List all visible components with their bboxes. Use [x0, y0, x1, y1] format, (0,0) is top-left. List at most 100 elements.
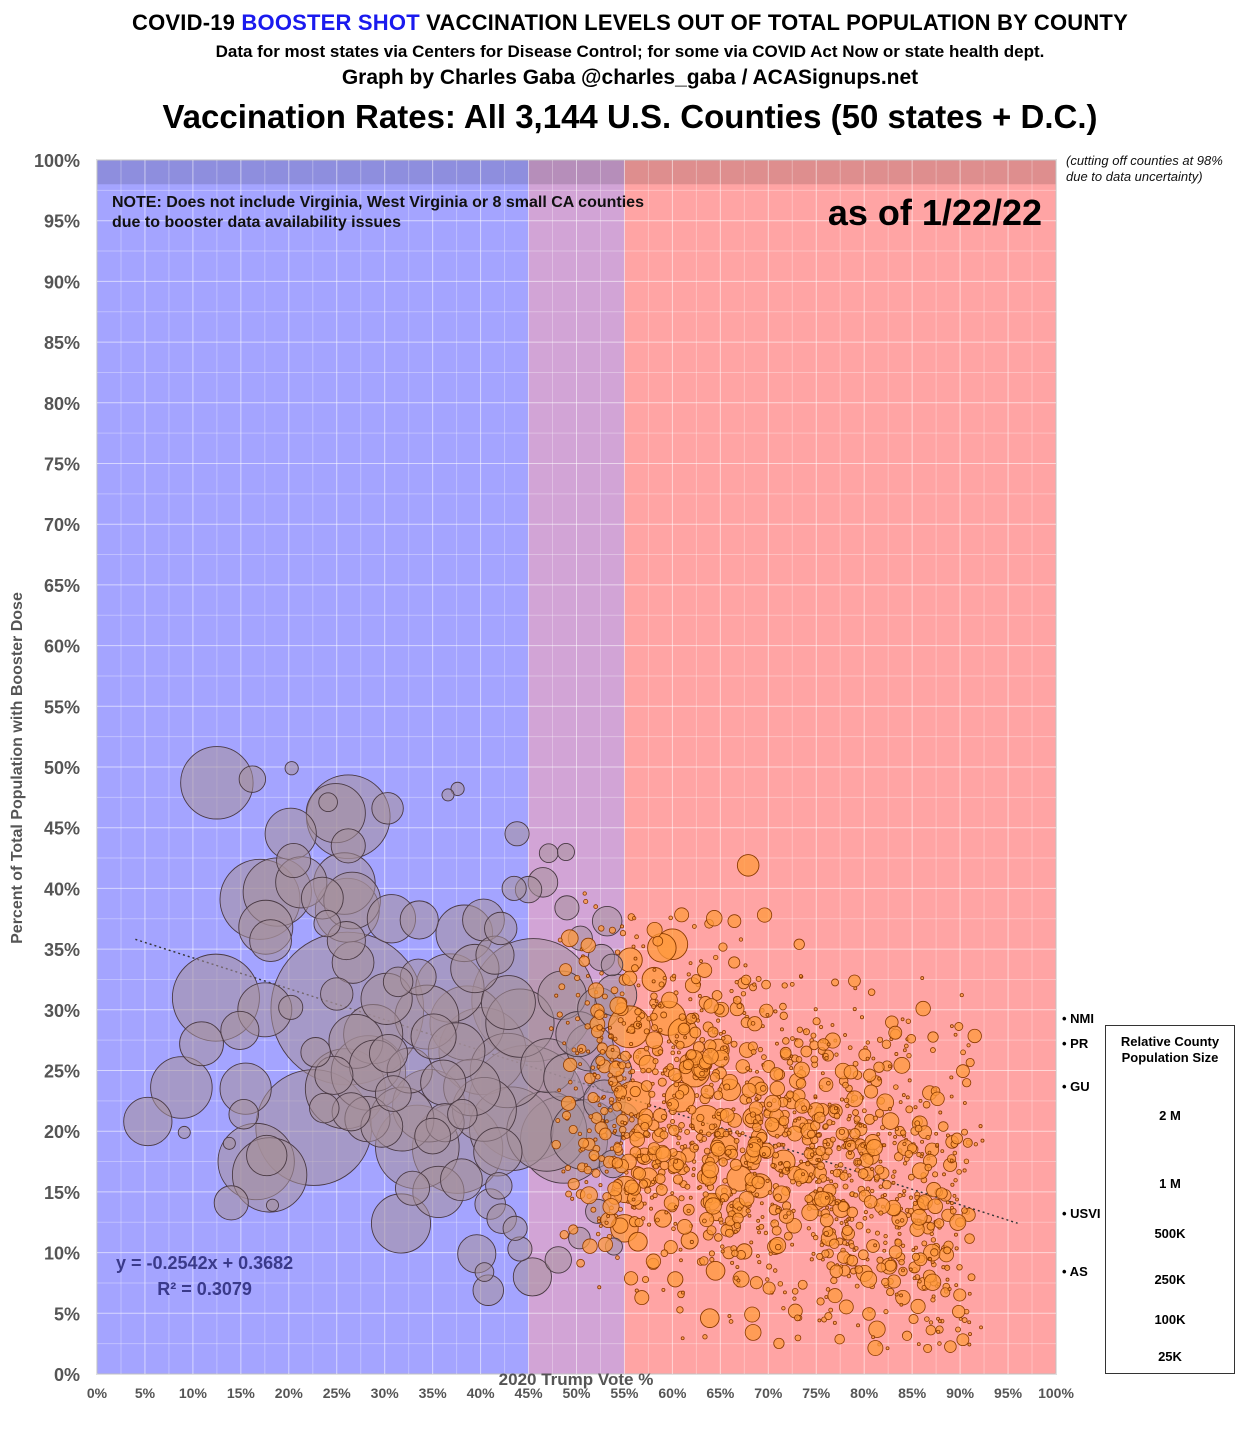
county-point	[921, 1240, 928, 1247]
county-point	[928, 1257, 933, 1261]
y-tick-label: 70%	[44, 515, 80, 535]
county-point	[828, 1307, 834, 1313]
county-point	[773, 1337, 785, 1350]
county-point	[720, 1244, 725, 1249]
county-point	[740, 1131, 745, 1136]
county-point	[980, 1138, 985, 1143]
y-tick-label: 20%	[44, 1122, 80, 1142]
county-point	[684, 1183, 691, 1190]
county-point	[716, 1018, 721, 1023]
legend-label-1m: 1 M	[1159, 1176, 1181, 1191]
county-point	[733, 995, 742, 1005]
size-legend: Relative County Population Size 2 M 1 M …	[1105, 1025, 1235, 1374]
county-point	[877, 1076, 882, 1081]
county-point	[632, 916, 637, 921]
county-point	[790, 1036, 795, 1041]
county-point	[862, 1307, 876, 1321]
county-point	[658, 1028, 663, 1033]
county-point	[651, 979, 656, 984]
y-tick-label: 5%	[54, 1304, 80, 1324]
county-point	[752, 982, 757, 987]
county-point	[925, 1324, 937, 1336]
county-point	[719, 1108, 735, 1123]
county-point	[634, 934, 639, 940]
county-point	[759, 1145, 772, 1158]
title-highlight: BOOSTER SHOT	[241, 10, 420, 35]
county-point	[792, 1110, 797, 1115]
county-point	[662, 1093, 666, 1098]
county-point	[729, 1204, 734, 1208]
county-point	[775, 1243, 782, 1251]
county-point	[630, 1078, 635, 1083]
county-point	[847, 1143, 852, 1147]
county-point	[746, 1142, 762, 1158]
county-point	[916, 1152, 922, 1158]
county-point	[750, 1048, 757, 1055]
county-point	[965, 1057, 975, 1068]
county-point	[747, 1166, 752, 1171]
county-point	[480, 975, 536, 1030]
county-point	[953, 1288, 967, 1302]
county-point	[688, 1195, 693, 1200]
county-point	[662, 1067, 668, 1073]
county-point	[836, 1146, 842, 1152]
county-point	[876, 1036, 884, 1043]
county-point	[857, 1168, 869, 1179]
county-point	[920, 1139, 925, 1144]
county-point	[179, 1021, 224, 1067]
county-point	[565, 1020, 570, 1025]
county-point	[745, 1097, 753, 1104]
county-point	[910, 1298, 926, 1314]
y-tick-label: 45%	[44, 819, 80, 839]
county-point	[739, 1147, 746, 1154]
county-point	[702, 1218, 707, 1224]
county-point	[938, 1110, 943, 1115]
county-point	[702, 1048, 719, 1065]
county-point	[778, 1172, 784, 1178]
county-point	[727, 1314, 732, 1318]
county-point	[961, 1128, 968, 1136]
county-point	[837, 1201, 849, 1212]
county-point	[812, 1017, 821, 1026]
county-point	[757, 1260, 762, 1265]
county-point	[962, 1101, 967, 1105]
county-point	[793, 1061, 810, 1079]
county-point	[832, 1320, 837, 1325]
county-point	[843, 1219, 848, 1224]
county-point	[706, 910, 723, 927]
y-tick-label: 40%	[44, 879, 80, 899]
county-point	[394, 1170, 431, 1206]
county-point	[652, 1058, 659, 1065]
county-point	[979, 1325, 983, 1330]
county-point	[845, 1103, 850, 1109]
county-point	[905, 1212, 912, 1218]
y-tick-label: 60%	[44, 637, 80, 657]
county-point	[759, 1085, 767, 1092]
as-of-date: as of 1/22/22	[827, 192, 1042, 233]
county-point	[829, 1179, 834, 1184]
county-point	[586, 1049, 591, 1054]
county-point	[744, 1324, 762, 1341]
county-point	[924, 1316, 930, 1322]
county-point	[962, 1168, 967, 1173]
county-point	[314, 1055, 354, 1095]
county-point	[915, 1000, 931, 1017]
county-point	[568, 1079, 573, 1085]
county-point	[943, 1246, 952, 1255]
county-point	[883, 1233, 888, 1239]
county-point	[678, 1195, 685, 1202]
county-point	[819, 1213, 834, 1228]
county-point	[874, 1230, 880, 1236]
county-point	[846, 1090, 864, 1108]
county-point	[830, 1023, 835, 1027]
county-point	[781, 982, 788, 989]
county-point	[778, 1115, 790, 1127]
county-point	[952, 1193, 957, 1198]
county-point	[950, 1182, 955, 1187]
county-point	[690, 1140, 695, 1145]
county-point	[924, 1163, 932, 1172]
county-point	[809, 1257, 814, 1262]
y-tick-label: 25%	[44, 1062, 80, 1082]
county-point	[765, 1012, 770, 1017]
county-point	[300, 1037, 331, 1068]
